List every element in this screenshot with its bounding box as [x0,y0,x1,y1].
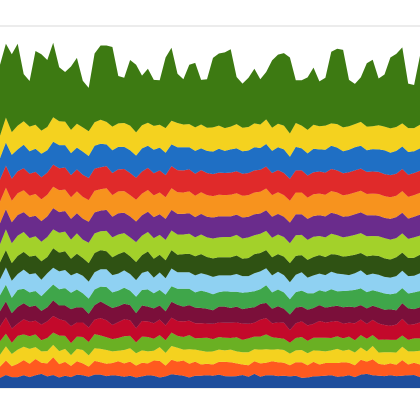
area-series-14 [0,141,420,180]
area-series-11 [0,208,420,245]
area-series-7 [0,284,420,315]
area-series-13 [0,164,420,202]
area-series-9 [0,248,420,283]
area-series-10 [0,229,420,264]
area-series-4 [0,332,420,356]
area-series-6 [0,300,420,331]
area-series-group [0,42,420,388]
area-series-5 [0,316,420,344]
area-series-16 [0,42,420,136]
area-series-3 [0,344,420,367]
area-series-1 [0,373,420,388]
area-series-2 [0,357,420,378]
area-series-8 [0,267,420,300]
area-series-15 [0,117,420,159]
area-series-12 [0,186,420,224]
